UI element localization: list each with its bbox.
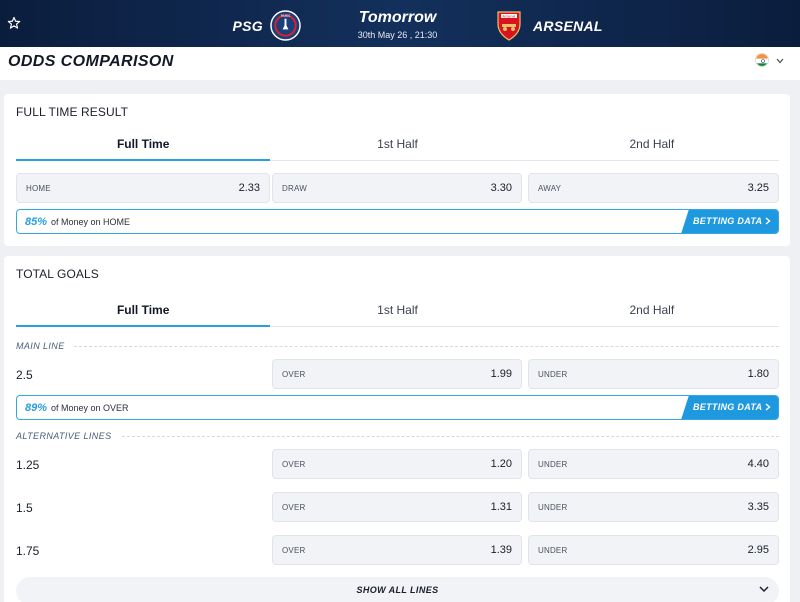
odds-value: 4.40 [747,458,769,470]
chevron-down-icon [759,586,769,593]
odds-value: 3.30 [490,182,512,194]
alternative-lines-heading: ALTERNATIVE LINES [16,431,112,441]
odds-over[interactable]: OVER 1.39 [272,535,522,565]
odds-under[interactable]: UNDER 1.80 [528,359,779,389]
odds-label: AWAY [538,184,562,193]
odds-label: OVER [282,503,306,512]
full-time-result-title: FULL TIME RESULT [16,105,129,119]
money-text: of Money on HOME [51,217,131,227]
main-line-heading: MAIN LINE [16,341,65,351]
match-datetime: 30th May 26 , 21:30 [357,30,438,40]
line-value: 2.5 [16,368,33,382]
odds-value: 1.80 [747,368,769,380]
match-day: Tomorrow [358,9,437,26]
tab-full-time[interactable]: Full Time [16,301,271,327]
odds-over[interactable]: OVER 1.31 [272,492,522,522]
full-time-result-card: FULL TIME RESULT Full Time 1st Half 2nd … [4,94,790,246]
chevron-right-icon [765,217,771,225]
svg-text:Arsenal: Arsenal [503,14,516,18]
odds-label: OVER [282,546,306,555]
odds-over[interactable]: OVER 1.20 [272,449,522,479]
total-goals-title: TOTAL GOALS [16,267,99,281]
odds-label: OVER [282,460,306,469]
odds-label: UNDER [538,460,568,469]
tab-2nd-half[interactable]: 2nd Half [524,135,779,161]
betting-data-button[interactable]: BETTING DATA [681,210,778,233]
line-value: 1.25 [16,458,40,472]
odds-label: DRAW [282,184,307,193]
money-text: of Money on OVER [51,403,129,413]
tab-2nd-half[interactable]: 2nd Half [524,301,779,327]
money-bar: 85% of Money on HOME BETTING DATA [16,209,779,234]
odds-label: UNDER [538,546,568,555]
psg-crest-icon[interactable]: PARIS [270,10,301,41]
betting-data-button[interactable]: BETTING DATA [681,396,778,419]
odds-over[interactable]: OVER 1.99 [272,359,522,389]
odds-value: 2.33 [238,182,260,194]
odds-away[interactable]: AWAY 3.25 [528,173,779,203]
show-all-lines-label: SHOW ALL LINES [356,585,439,595]
home-team-name[interactable]: PSG [232,18,263,34]
odds-label: UNDER [538,503,568,512]
odds-value: 3.25 [747,182,769,194]
odds-label: OVER [282,370,306,379]
money-percent: 85% [25,216,48,228]
odds-value: 1.99 [490,368,512,380]
tab-1st-half[interactable]: 1st Half [270,135,525,161]
svg-text:PARIS: PARIS [281,14,291,18]
chevron-right-icon [765,403,771,411]
tab-1st-half[interactable]: 1st Half [270,301,525,327]
odds-value: 2.95 [747,544,769,556]
odds-under[interactable]: UNDER 3.35 [528,492,779,522]
page-title: ODDS COMPARISON [8,53,174,70]
line-value: 1.5 [16,501,33,515]
tab-full-time[interactable]: Full Time [16,135,271,161]
region-caret-icon[interactable] [776,58,784,64]
divider [122,436,779,437]
money-percent: 89% [25,402,48,414]
line-value: 1.75 [16,544,40,558]
odds-draw[interactable]: DRAW 3.30 [272,173,522,203]
divider [74,346,779,347]
odds-value: 1.39 [490,544,512,556]
full-time-result-tabs: Full Time 1st Half 2nd Half [16,135,779,161]
arsenal-crest-icon[interactable]: Arsenal [496,10,522,41]
favorite-star-icon[interactable] [7,16,21,30]
odds-home[interactable]: HOME 2.33 [16,173,270,203]
total-goals-tabs: Full Time 1st Half 2nd Half [16,301,779,327]
betting-data-label: BETTING DATA [693,216,763,226]
odds-value: 3.35 [747,501,769,513]
odds-label: HOME [26,184,51,193]
odds-value: 1.31 [490,501,512,513]
match-header: PSG PARIS Tomorrow 30th May 26 , 21:30 A… [0,0,800,47]
india-flag-icon[interactable] [755,53,769,67]
odds-value: 1.20 [490,458,512,470]
odds-under[interactable]: UNDER 4.40 [528,449,779,479]
title-bar: ODDS COMPARISON [0,47,800,80]
money-bar: 89% of Money on OVER BETTING DATA [16,395,779,420]
away-team-name[interactable]: ARSENAL [533,18,603,34]
total-goals-card: TOTAL GOALS Full Time 1st Half 2nd Half … [4,256,790,602]
show-all-lines-button[interactable]: SHOW ALL LINES [16,577,779,602]
odds-under[interactable]: UNDER 2.95 [528,535,779,565]
odds-label: UNDER [538,370,568,379]
betting-data-label: BETTING DATA [693,402,763,412]
